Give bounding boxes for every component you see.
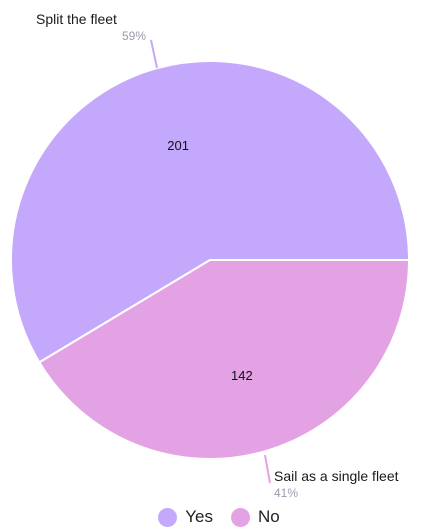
legend-swatch-yes bbox=[158, 507, 178, 527]
slice-name-label-yes: Split the fleet bbox=[36, 11, 117, 27]
legend-item-no[interactable]: No bbox=[231, 507, 280, 527]
legend-label-no: No bbox=[258, 507, 280, 526]
slice-percent-label-no: 41% bbox=[274, 486, 298, 500]
pie-slice-no[interactable] bbox=[37, 259, 411, 460]
pie-chart: 201 142 Split the fleet 59% Sail as a single… bbox=[10, 11, 411, 500]
legend: Yes No bbox=[0, 506, 438, 528]
legend-swatch-no bbox=[231, 507, 250, 527]
legend-item-yes[interactable]: Yes bbox=[158, 507, 213, 527]
value-label-no: 142 bbox=[231, 368, 253, 383]
slice-name-label-no: Sail as a single fleet bbox=[274, 468, 399, 484]
legend-label-yes: Yes bbox=[185, 507, 213, 526]
leader-line-no bbox=[264, 454, 271, 484]
value-label-yes: 201 bbox=[167, 138, 189, 153]
slice-percent-label-yes: 59% bbox=[122, 29, 146, 43]
pie-slice-yes[interactable] bbox=[10, 60, 411, 364]
leader-line-yes bbox=[150, 39, 158, 69]
